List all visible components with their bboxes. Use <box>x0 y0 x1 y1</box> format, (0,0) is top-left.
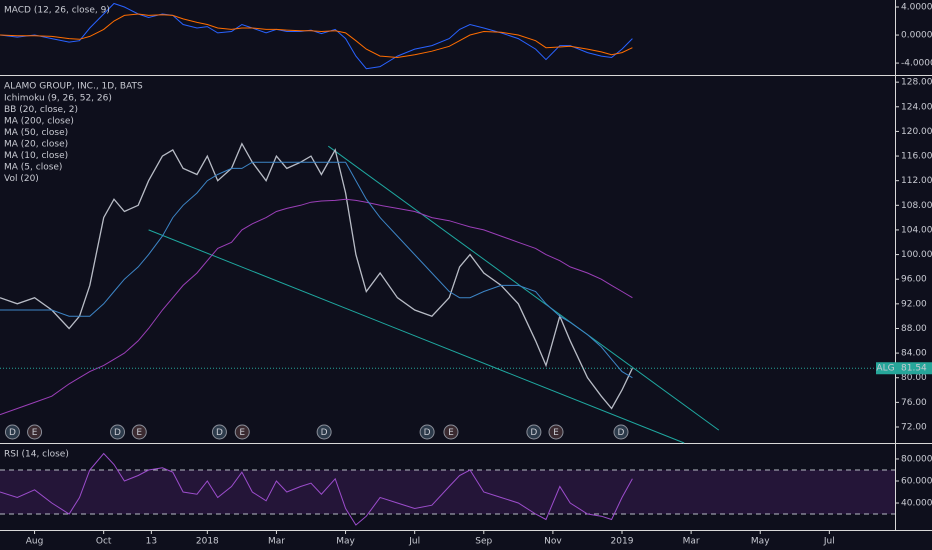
legend-entry: Vol (20) <box>4 174 39 184</box>
event-label: D <box>114 428 121 438</box>
y-tick-label: 96.00 <box>901 275 927 285</box>
event-label: E <box>448 428 454 438</box>
x-tick-label: Mar <box>268 537 285 547</box>
event-marker <box>548 424 564 440</box>
legend-entry: BB (20, close, 2) <box>4 105 78 115</box>
symbol-label: ALG <box>876 364 894 374</box>
y-tick-label: 88.00 <box>901 324 927 334</box>
event-label: E <box>553 428 559 438</box>
pane-title: ALAMO GROUP, INC., 1D, BATS <box>4 82 143 92</box>
series-line <box>0 452 633 526</box>
y-tick-label: 116.00 <box>901 152 932 162</box>
series-line <box>0 161 633 379</box>
event-marker <box>27 424 43 440</box>
series-line <box>0 198 633 416</box>
x-tick-label: Jul <box>408 537 420 547</box>
x-tick-label: 2018 <box>196 537 219 547</box>
y-tick-label: 84.00 <box>901 349 927 359</box>
legend-entry: MA (200, close) <box>4 117 74 127</box>
event-label: D <box>530 428 537 438</box>
event-label: E <box>239 428 245 438</box>
event-label: D <box>424 428 431 438</box>
x-tick-label: Mar <box>683 537 700 547</box>
x-tick-label: Oct <box>96 537 112 547</box>
legend-entry: Ichimoku (9, 26, 52, 26) <box>4 94 112 104</box>
pane-title: MACD (12, 26, close, 9) <box>4 6 110 16</box>
y-tick-label: 60.0000 <box>901 476 932 486</box>
event-label: D <box>216 428 223 438</box>
legend-entry: MA (20, close) <box>4 140 68 150</box>
y-tick-label: 108.00 <box>901 201 932 211</box>
trendline <box>148 229 685 444</box>
event-marker <box>234 424 250 440</box>
y-tick-label: 128.00 <box>901 78 932 88</box>
y-tick-label: 120.00 <box>901 127 932 137</box>
event-marker <box>4 424 20 440</box>
event-label: E <box>32 428 38 438</box>
y-tick-label: 112.00 <box>901 176 932 186</box>
event-label: D <box>9 428 16 438</box>
y-tick-label: 80.00 <box>901 373 927 383</box>
pane-title: RSI (14, close) <box>4 450 69 460</box>
y-tick-label: 104.00 <box>901 225 932 235</box>
event-marker <box>526 424 542 440</box>
event-marker <box>443 424 459 440</box>
y-tick-label: 92.00 <box>901 299 927 309</box>
series-line <box>0 13 633 59</box>
y-tick-label: 76.00 <box>901 398 927 408</box>
event-marker <box>211 424 227 440</box>
y-tick-label: 124.00 <box>901 102 932 112</box>
y-tick-label: 40.0000 <box>901 499 932 509</box>
y-tick-label: -4.0000 <box>901 59 932 69</box>
event-marker <box>109 424 125 440</box>
legend-entry: MA (5, close) <box>4 163 62 173</box>
y-tick-label: 100.00 <box>901 250 932 260</box>
x-tick-label: May <box>336 537 355 547</box>
event-marker <box>613 424 629 440</box>
x-tick-label: 13 <box>146 537 157 547</box>
x-tick-label: Nov <box>544 537 562 547</box>
last-price-label: 81.54 <box>901 364 927 374</box>
legend-entry: MA (10, close) <box>4 151 68 161</box>
event-marker <box>419 424 435 440</box>
x-tick-label: 2019 <box>611 537 634 547</box>
x-tick-label: Jul <box>823 537 835 547</box>
x-tick-label: Aug <box>26 537 44 547</box>
x-tick-label: Sep <box>475 537 492 547</box>
y-tick-label: 0.0000 <box>901 31 932 41</box>
symbol-box <box>876 362 895 375</box>
y-tick-label: 4.0000 <box>901 3 932 13</box>
last-price-box <box>895 362 932 375</box>
event-label: D <box>618 428 625 438</box>
event-marker <box>131 424 147 440</box>
trendline <box>328 145 720 431</box>
y-tick-label: 72.00 <box>901 422 927 432</box>
rsi-band <box>0 469 895 515</box>
event-label: E <box>136 428 142 438</box>
series-line <box>0 142 633 410</box>
event-label: D <box>321 428 328 438</box>
event-marker <box>316 424 332 440</box>
legend-entry: MA (50, close) <box>4 128 68 138</box>
x-tick-label: May <box>751 537 770 547</box>
y-tick-label: 80.0000 <box>901 454 932 464</box>
